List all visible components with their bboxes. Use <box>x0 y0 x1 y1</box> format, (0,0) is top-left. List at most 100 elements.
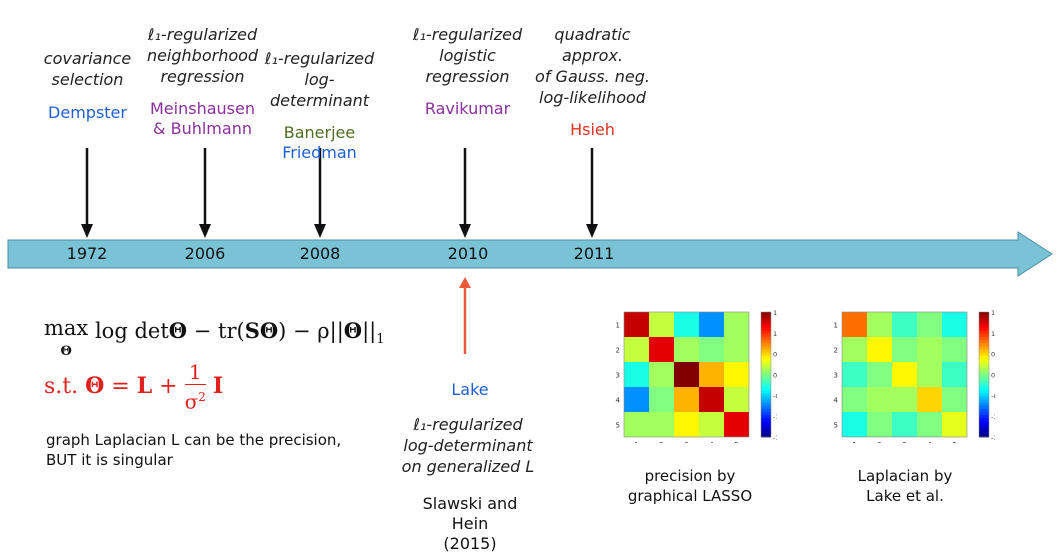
heatmap-cell <box>699 387 724 412</box>
heatmap-cell <box>867 337 892 362</box>
colorbar-tick-label: 1 <box>991 330 995 338</box>
row-tick-label: 2 <box>834 347 838 355</box>
colorbar-segment <box>979 368 989 372</box>
heatmap-cell <box>942 337 967 362</box>
colorbar-segment <box>979 396 989 400</box>
col-tick-label: 3 <box>684 441 688 443</box>
author-name: Hsieh <box>570 120 615 139</box>
caption-line: Laplacian by <box>857 467 953 485</box>
heatmap-cell <box>892 387 917 412</box>
heatmap-cell <box>624 412 649 437</box>
event-2010: ℓ₁-regularized logistic regression Ravik… <box>405 24 530 119</box>
method-line: regression <box>425 67 510 86</box>
heatmap-cell <box>842 337 867 362</box>
heatmap-precision: 1 2 3 4 5 1 2 3 4 5 1.5 1 0.5 0 -0.5 -1 -1.5 <box>616 309 777 443</box>
row-tick-label: 4 <box>834 397 839 405</box>
heatmap-cell <box>917 337 942 362</box>
col-tick-label: 3 <box>902 441 906 443</box>
heatmap-cell <box>724 412 749 437</box>
event-method: covariance selection <box>35 48 140 90</box>
event-arrow-head <box>81 224 93 238</box>
colorbar-segment <box>979 358 989 363</box>
colorbar-segment <box>761 377 771 382</box>
colorbar-segment <box>979 346 989 350</box>
colorbar-segment <box>979 318 989 322</box>
colorbar-segment <box>979 327 989 332</box>
colorbar-segment <box>979 377 989 382</box>
event-author: Banerjee Friedman <box>262 123 377 163</box>
row-tick-label: 2 <box>616 347 620 355</box>
event-method: quadratic approx. of Gauss. neg. log-lik… <box>525 24 660 108</box>
note-line: BUT it is singular <box>46 451 173 469</box>
colorbar-segment <box>979 362 989 366</box>
colorbar-segment <box>761 418 771 422</box>
method-line: regression <box>160 67 245 86</box>
colorbar-segment <box>761 327 771 332</box>
method-line: logistic <box>439 46 496 65</box>
event-author: Dempster <box>35 103 140 123</box>
method-line: selection <box>51 70 124 89</box>
colorbar-segment <box>979 371 989 375</box>
author-name: Dempster <box>48 103 127 122</box>
colorbar-segment <box>979 390 989 394</box>
colorbar-segment <box>979 315 989 319</box>
colorbar-segment <box>979 399 989 404</box>
ref-line: Slawski and Hein <box>422 494 518 533</box>
colorbar-segment <box>979 330 989 335</box>
author-name: & Buhlmann <box>153 119 252 138</box>
method-line: ℓ₁-regularized <box>413 415 523 434</box>
heatmap-cell <box>724 337 749 362</box>
heatmap-cell <box>842 312 867 337</box>
colorbar-segment <box>761 421 771 425</box>
heatmap-cell <box>917 312 942 337</box>
note-line: graph Laplacian L can be the precision, <box>46 431 342 449</box>
heatmap-cell <box>867 387 892 412</box>
heatmap-cell <box>699 312 724 337</box>
event-author: Ravikumar <box>405 99 530 119</box>
colorbar-segment <box>761 433 771 438</box>
heatmap-cell <box>649 412 674 437</box>
constraint-formula: s.t. Θ = L + 1 σ2 I <box>44 360 224 414</box>
colorbar-segment <box>761 365 771 369</box>
colorbar-segment <box>761 430 771 435</box>
method-line: of Gauss. neg. <box>535 67 650 86</box>
heatmap-cell <box>917 412 942 437</box>
col-tick-label: 4 <box>927 441 932 443</box>
heatmap-frame <box>623 311 750 438</box>
event-2008: ℓ₁-regularized log-determinant Banerjee … <box>262 48 377 163</box>
colorbar-segment <box>979 418 989 422</box>
colorbar-segment <box>761 358 771 363</box>
colorbar-segment <box>979 430 989 435</box>
heatmap-cell <box>724 387 749 412</box>
heatmap-cell <box>892 412 917 437</box>
year-label: 2008 <box>299 244 341 263</box>
colorbar-segment <box>761 371 771 375</box>
colorbar-segment <box>761 393 771 397</box>
colorbar-segment <box>761 324 771 329</box>
method-line: log-determinant <box>403 436 533 455</box>
author-name: Meinshausen <box>150 99 255 118</box>
heatmap-cell <box>649 337 674 362</box>
lake-reference: Slawski and Hein (2015) <box>405 494 535 554</box>
colorbar-segment <box>761 355 771 360</box>
method-line: log-likelihood <box>539 88 646 107</box>
colorbar-segment <box>761 368 771 372</box>
colorbar-segment <box>761 383 771 388</box>
heatmap-cell <box>842 412 867 437</box>
row-tick-label: 1 <box>616 322 620 330</box>
event-arrow-head <box>586 224 598 238</box>
event-2006: ℓ₁-regularized neighborhood regression M… <box>140 24 265 139</box>
col-tick-label: 2 <box>659 441 663 443</box>
method-line: on generalized L <box>401 457 535 476</box>
colorbar-segment <box>761 374 771 379</box>
colorbar-segment <box>761 312 771 316</box>
colorbar-segment <box>761 405 771 410</box>
heatmap-cell <box>624 312 649 337</box>
heatmap-cell <box>724 312 749 337</box>
col-tick-label: 4 <box>709 441 714 443</box>
timeline-svg <box>7 148 1053 277</box>
author-name: Friedman <box>282 143 357 162</box>
colorbar-tick-label: -1 <box>773 413 777 421</box>
colorbar-segment <box>979 349 989 354</box>
event-method: ℓ₁-regularized log-determinant <box>262 48 377 111</box>
